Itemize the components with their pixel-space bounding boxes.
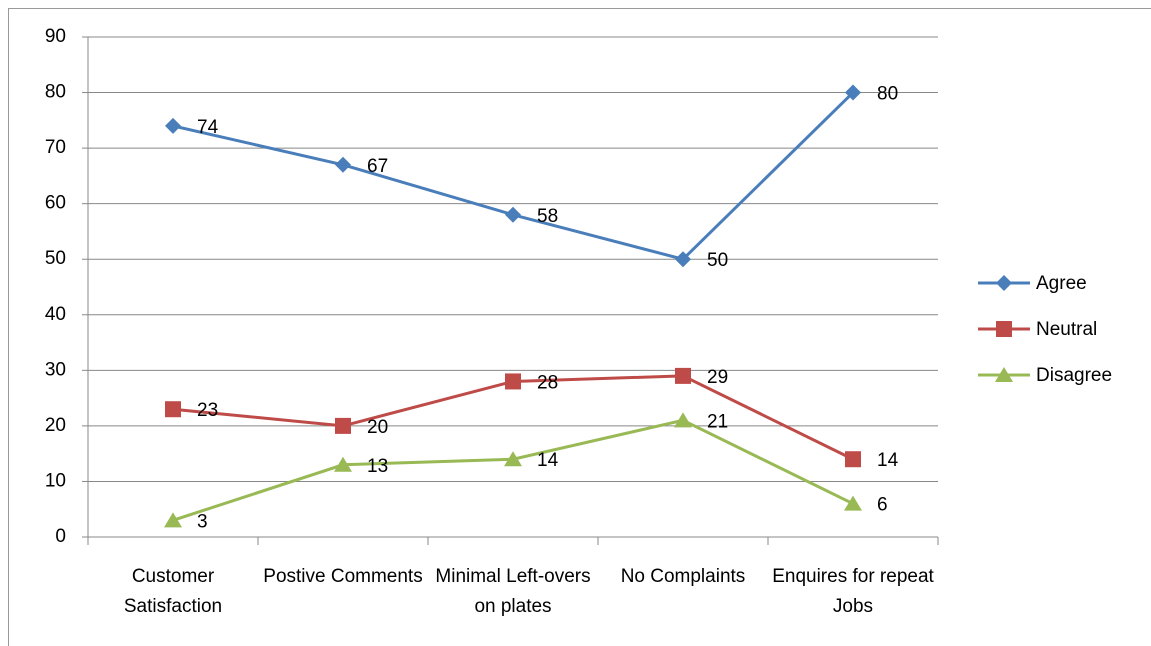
x-tick-label: Minimal Left-overs on plates bbox=[435, 566, 591, 617]
data-label: 28 bbox=[537, 372, 558, 393]
x-tick-label: Enquires for repeat Jobs bbox=[772, 566, 934, 617]
y-tick-label: 50 bbox=[45, 248, 66, 269]
data-label: 23 bbox=[197, 400, 218, 421]
data-label: 58 bbox=[537, 206, 558, 227]
y-tick-label: 0 bbox=[55, 526, 66, 547]
data-label: 14 bbox=[537, 450, 559, 471]
data-label: 50 bbox=[707, 250, 728, 271]
y-tick-label: 10 bbox=[45, 470, 66, 491]
data-label: 21 bbox=[707, 411, 728, 432]
point bbox=[996, 275, 1012, 291]
point bbox=[505, 373, 521, 390]
data-label: 14 bbox=[877, 450, 899, 471]
y-tick-label: 20 bbox=[45, 415, 66, 436]
legend-label: Neutral bbox=[1036, 319, 1097, 340]
point bbox=[675, 251, 691, 268]
legend-label: Agree bbox=[1036, 273, 1087, 294]
point bbox=[996, 321, 1012, 337]
x-tick-label: Customer Satisfaction bbox=[123, 566, 223, 617]
data-label: 80 bbox=[877, 84, 898, 105]
x-tick-label: Postive Comments bbox=[263, 566, 423, 587]
point bbox=[844, 495, 862, 511]
data-label: 3 bbox=[197, 511, 208, 532]
point bbox=[845, 84, 861, 101]
data-label: 13 bbox=[367, 456, 388, 477]
point bbox=[505, 206, 521, 223]
point bbox=[335, 156, 351, 173]
legend-label: Disagree bbox=[1036, 365, 1112, 386]
y-tick-label: 60 bbox=[45, 193, 66, 214]
point bbox=[165, 401, 181, 418]
point bbox=[335, 417, 351, 434]
series-line bbox=[172, 418, 854, 522]
data-label: 6 bbox=[877, 495, 888, 516]
point bbox=[674, 412, 692, 428]
chart-border bbox=[8, 8, 1151, 646]
y-tick-label: 80 bbox=[45, 82, 66, 103]
x-tick-label: No Complaints bbox=[620, 566, 746, 587]
data-label: 67 bbox=[367, 156, 388, 177]
y-tick-label: 70 bbox=[45, 137, 66, 158]
y-tick-label: 90 bbox=[45, 26, 66, 47]
point bbox=[845, 451, 861, 468]
point bbox=[164, 512, 182, 528]
y-tick-label: 30 bbox=[45, 359, 66, 380]
point bbox=[165, 117, 181, 134]
data-label: 20 bbox=[367, 417, 388, 438]
point bbox=[675, 367, 691, 384]
point bbox=[334, 456, 352, 472]
point bbox=[995, 367, 1013, 382]
series-line bbox=[172, 91, 855, 261]
data-label: 29 bbox=[707, 367, 728, 388]
point bbox=[504, 451, 522, 467]
y-tick-label: 40 bbox=[45, 304, 66, 325]
data-label: 74 bbox=[197, 117, 219, 138]
